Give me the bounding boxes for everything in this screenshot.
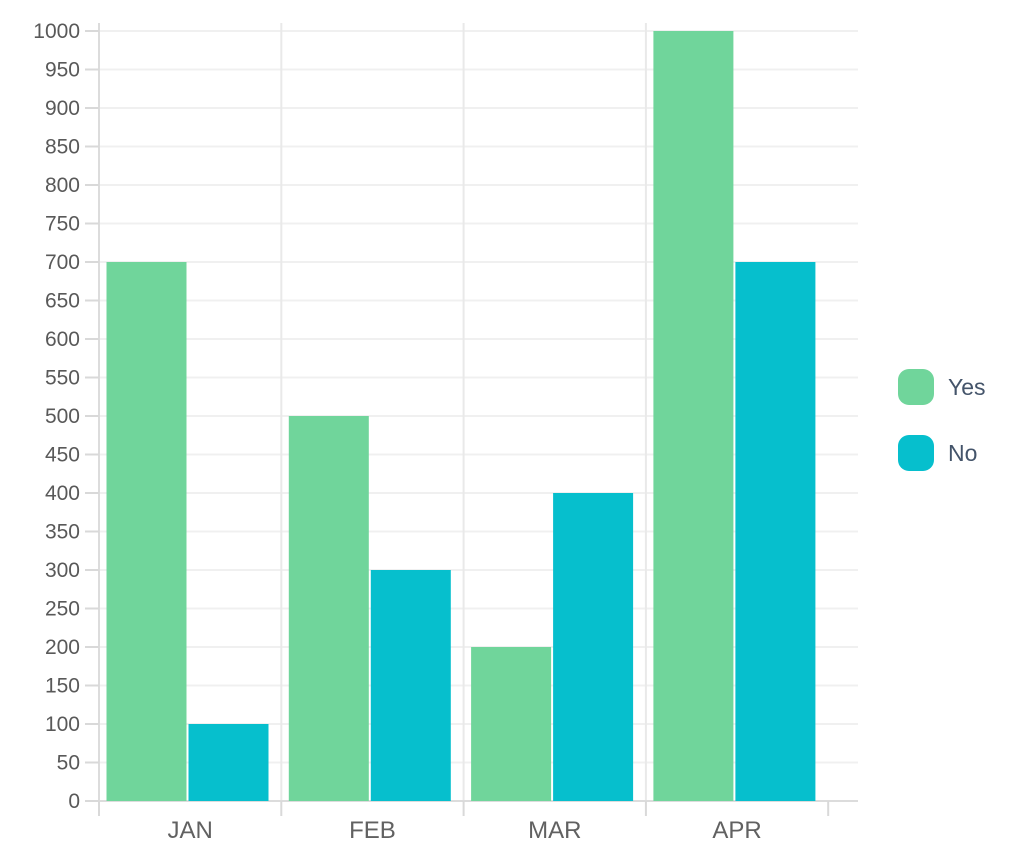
y-tick-label: 750 <box>45 213 80 236</box>
y-tick-label: 50 <box>57 752 80 775</box>
legend-item-no[interactable]: No <box>898 435 986 471</box>
y-tick-label: 700 <box>45 251 80 274</box>
x-category-label: MAR <box>528 817 581 844</box>
x-category-label: FEB <box>349 817 396 844</box>
y-tick-label: 100 <box>45 713 80 736</box>
x-category-label: APR <box>712 817 761 844</box>
y-tick-label: 900 <box>45 97 80 120</box>
y-tick-label: 850 <box>45 136 80 159</box>
y-tick-label: 300 <box>45 559 80 582</box>
bar-yes-feb[interactable] <box>288 416 369 801</box>
bar-yes-jan[interactable] <box>106 262 187 801</box>
y-tick-label: 1000 <box>33 20 80 43</box>
x-category-label: JAN <box>167 817 212 844</box>
y-tick-label: 350 <box>45 521 80 544</box>
y-tick-label: 650 <box>45 290 80 313</box>
y-tick-label: 800 <box>45 174 80 197</box>
bar-no-mar[interactable] <box>553 493 634 801</box>
bar-no-jan[interactable] <box>188 724 269 801</box>
bar-no-feb[interactable] <box>370 570 451 801</box>
legend-label-no: No <box>948 439 978 466</box>
y-tick-label: 400 <box>45 482 80 505</box>
y-tick-label: 950 <box>45 59 80 82</box>
y-tick-label: 150 <box>45 675 80 698</box>
bar-yes-apr[interactable] <box>653 31 734 801</box>
bar-no-apr[interactable] <box>735 262 816 801</box>
legend: Yes No <box>898 369 986 471</box>
y-tick-label: 550 <box>45 367 80 390</box>
legend-swatch-yes-icon <box>898 369 934 405</box>
y-tick-label: 450 <box>45 444 80 467</box>
legend-swatch-no-icon <box>898 435 934 471</box>
bar-yes-mar[interactable] <box>471 647 552 801</box>
y-tick-label: 500 <box>45 405 80 428</box>
legend-item-yes[interactable]: Yes <box>898 369 986 405</box>
legend-label-yes: Yes <box>948 373 986 400</box>
y-tick-label: 0 <box>68 790 80 813</box>
y-tick-label: 200 <box>45 636 80 659</box>
y-tick-label: 250 <box>45 598 80 621</box>
y-tick-label: 600 <box>45 328 80 351</box>
